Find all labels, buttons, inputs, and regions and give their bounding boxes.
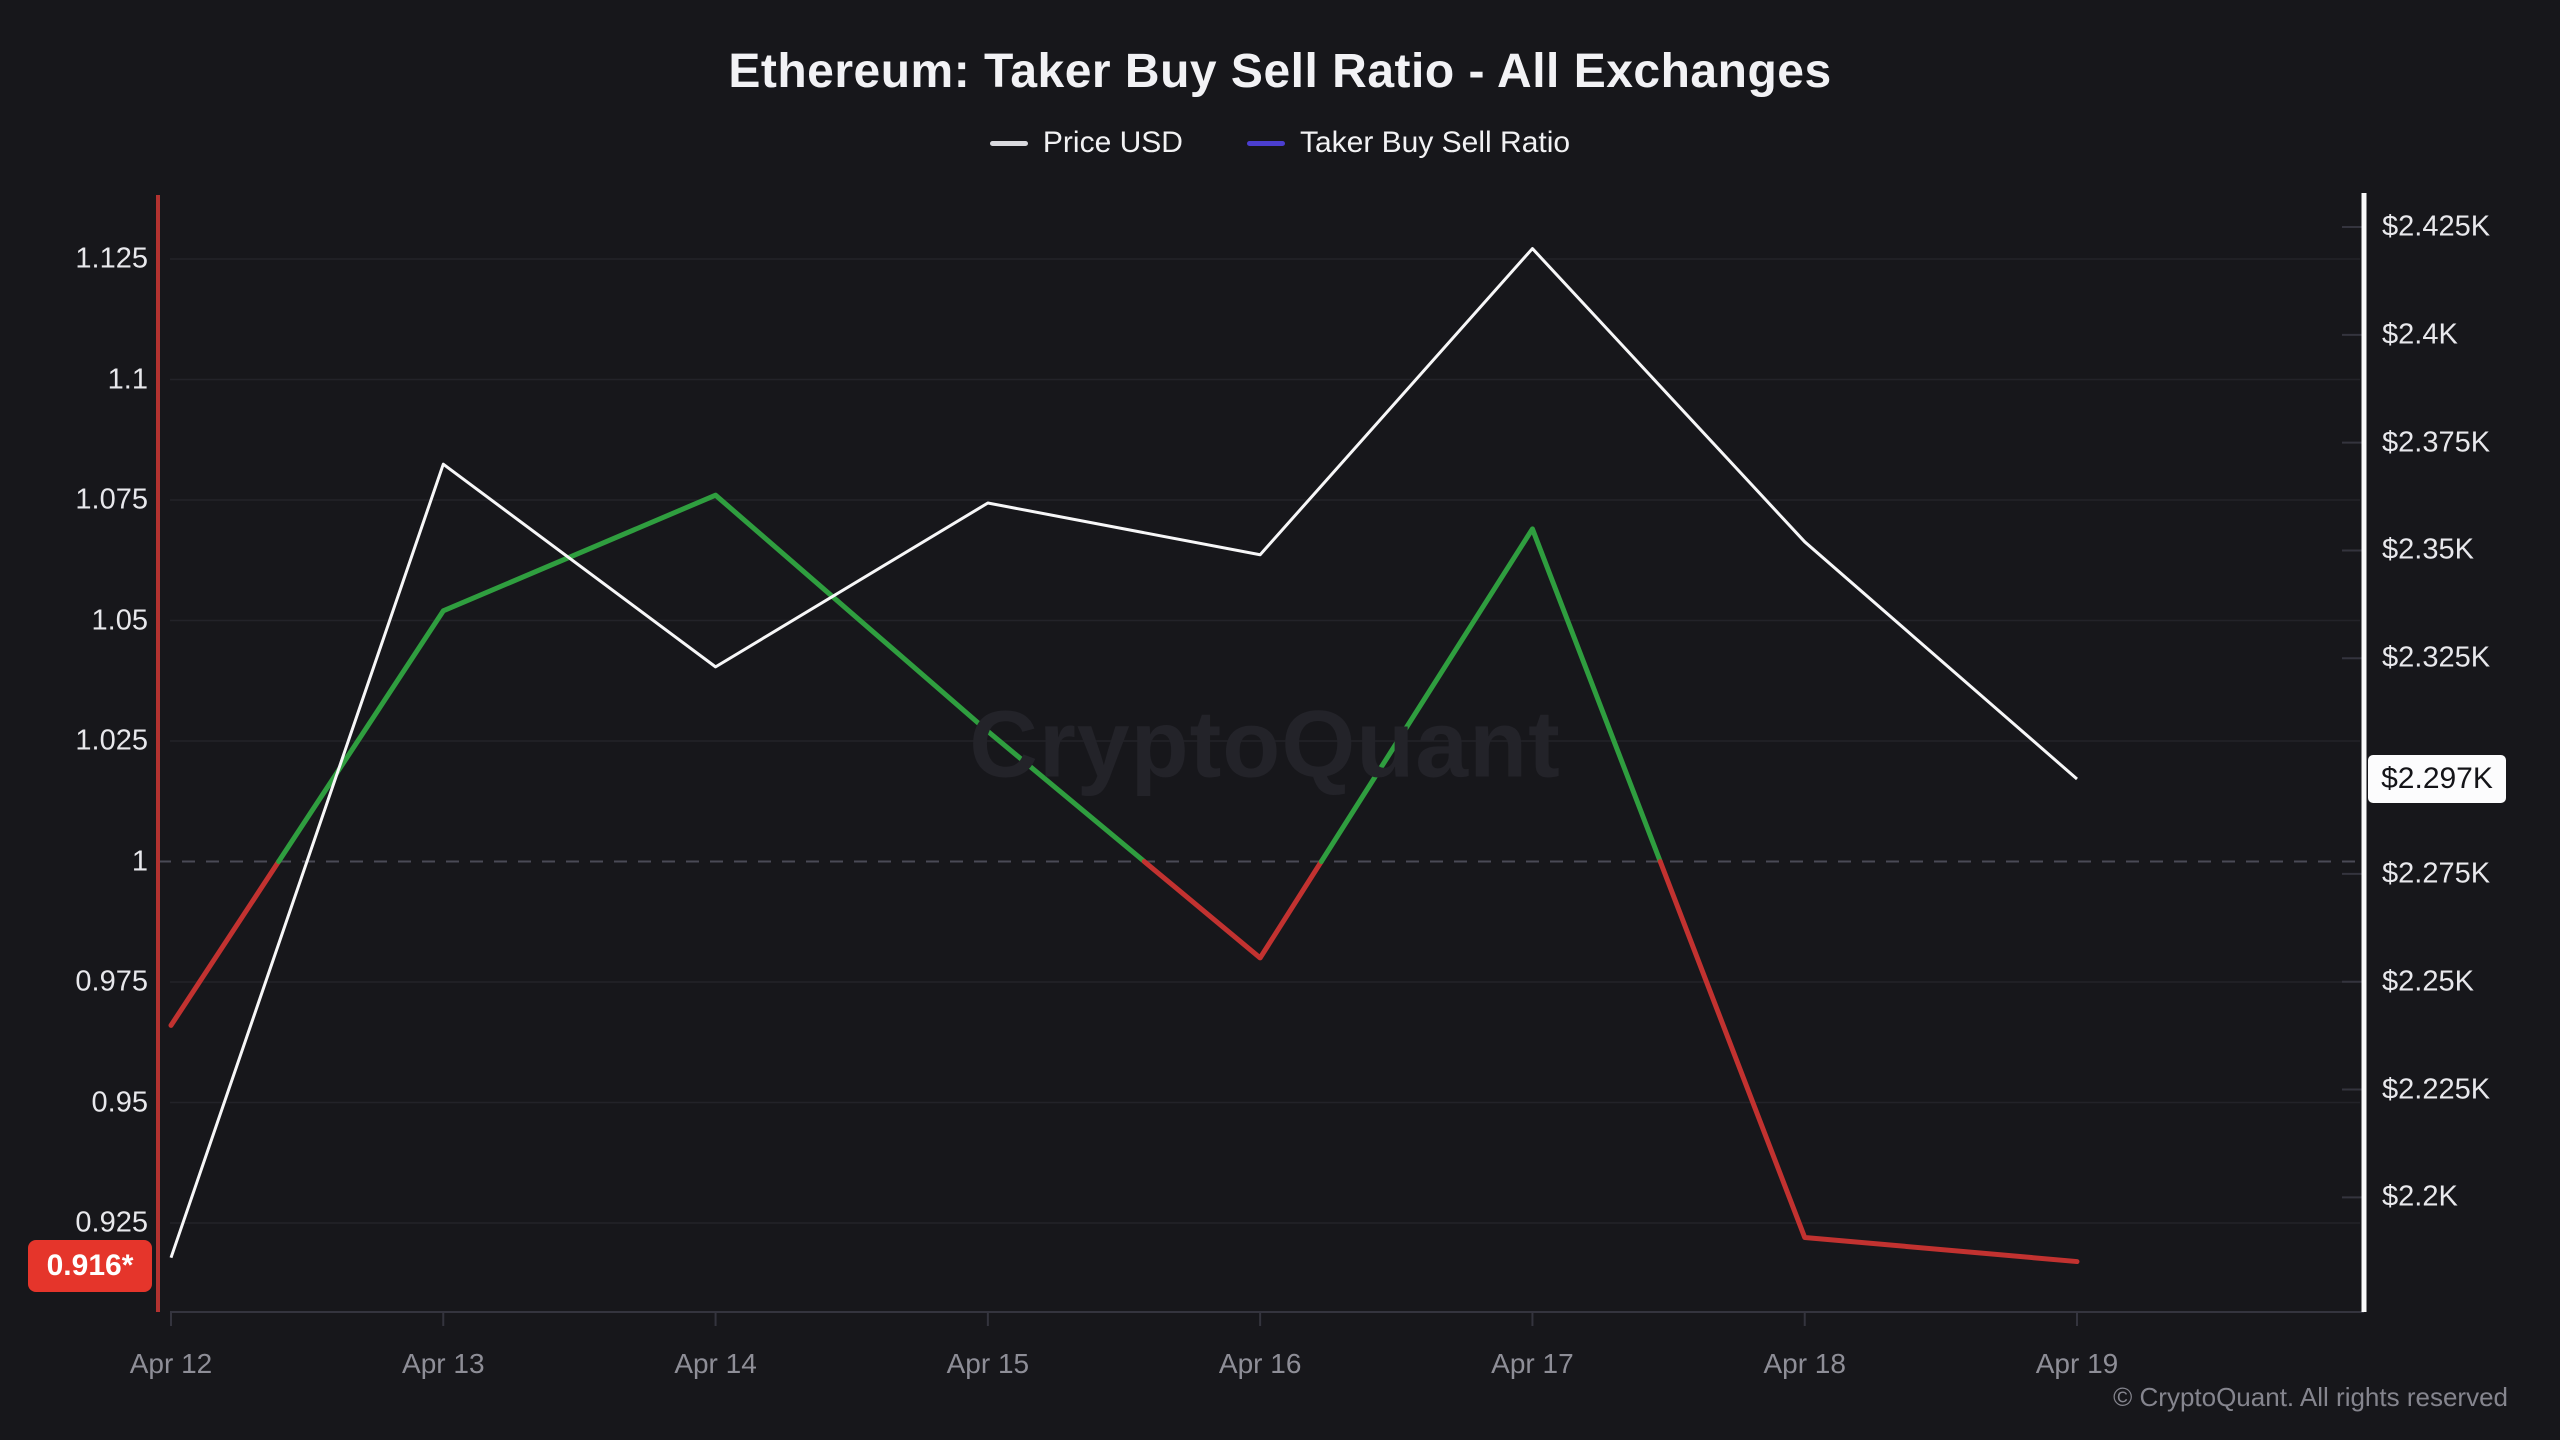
legend-swatch	[989, 140, 1028, 146]
copyright-footer: © CryptoQuant. All rights reserved	[2113, 1382, 2508, 1412]
x-axis-tick-label: Apr 18	[1763, 1348, 1846, 1379]
ratio-line-segment	[1141, 859, 1324, 961]
left-axis-tick-label: 1.075	[75, 483, 148, 516]
x-axis-tick-label: Apr 17	[1491, 1348, 1574, 1379]
left-axis-tick-label: 1.05	[91, 604, 148, 636]
price-current-value-badge: $2.297K	[2368, 755, 2506, 803]
ratio-line-segment	[168, 859, 282, 1028]
price-line	[169, 247, 2078, 1259]
left-axis-tick-label: 1	[131, 845, 148, 877]
left-axis-tick-label: 1.025	[75, 724, 148, 757]
right-axis-tick-label: $2.4K	[2382, 318, 2458, 351]
right-axis-tick-label: $2.425K	[2382, 210, 2491, 243]
right-axis-tick-label: $2.25K	[2382, 965, 2474, 998]
legend-item[interactable]: Taker Buy Sell Ratio	[1246, 126, 1571, 160]
left-axis-tick-label: 0.975	[75, 965, 148, 998]
right-axis-tick-label: $2.2K	[2382, 1180, 2458, 1213]
x-axis-tick-label: Apr 19	[2035, 1348, 2119, 1379]
right-axis-tick-label: $2.275K	[2382, 857, 2491, 890]
left-axis-tick-label: 1.1	[107, 363, 148, 395]
right-axis-tick-label: $2.325K	[2382, 641, 2491, 674]
ratio-line-segment	[1318, 526, 1663, 864]
x-axis-tick-label: Apr 16	[1218, 1348, 1302, 1379]
x-axis-tick-label: Apr 12	[129, 1348, 213, 1379]
x-axis-tick-label: Apr 13	[402, 1348, 485, 1379]
ratio-line-segment	[276, 492, 1147, 864]
ratio-current-value-badge: 0.916*	[28, 1240, 152, 1293]
legend-label: Taker Buy Sell Ratio	[1299, 126, 1571, 159]
right-axis-tick-label: $2.225K	[2382, 1073, 2491, 1105]
watermark: CryptoQuant	[969, 691, 1561, 798]
chart-legend: Price USD Taker Buy Sell Ratio	[0, 126, 2560, 160]
right-axis-tick-label: $2.35K	[2382, 533, 2474, 566]
legend-label: Price USD	[1042, 126, 1183, 159]
legend-swatch	[1246, 140, 1285, 146]
right-axis-tick-label: $2.375K	[2382, 426, 2491, 459]
left-axis-tick-label: 0.925	[75, 1206, 148, 1239]
left-axis-tick-label: 1.125	[75, 242, 148, 275]
legend-item[interactable]: Price USD	[989, 126, 1183, 160]
x-axis-tick-label: Apr 15	[946, 1348, 1030, 1379]
left-axis-tick-label: 0.95	[91, 1086, 148, 1118]
x-axis-tick-label: Apr 14	[674, 1348, 757, 1379]
ratio-line-segment	[1657, 859, 2080, 1265]
page-title: Ethereum: Taker Buy Sell Ratio - All Exc…	[728, 45, 1832, 98]
